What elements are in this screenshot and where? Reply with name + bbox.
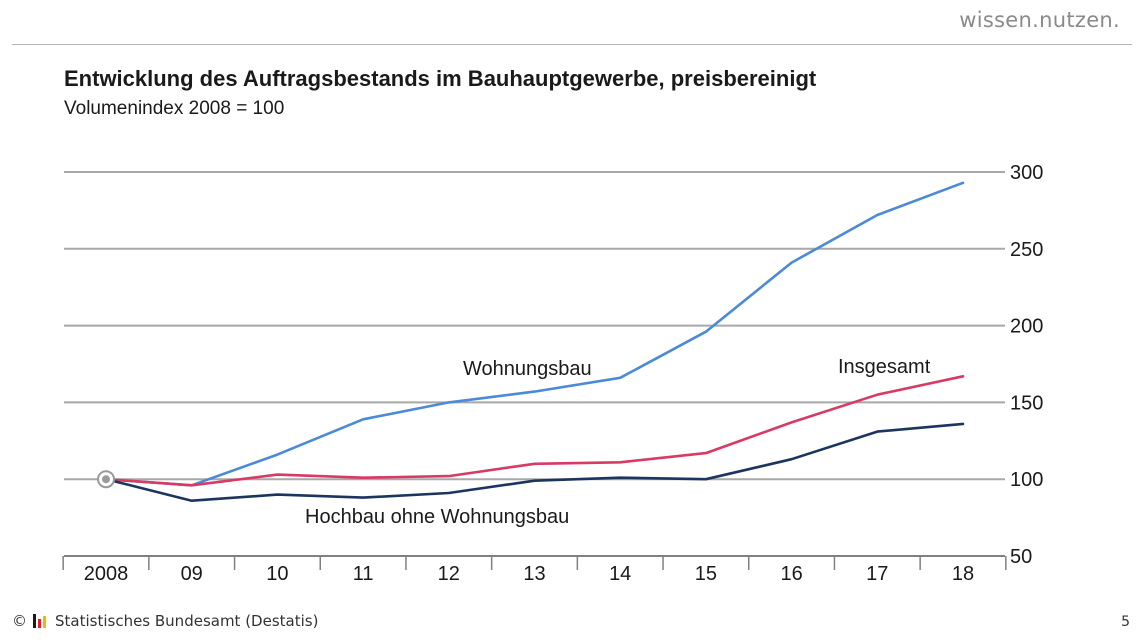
x-tick-label: 10 (266, 563, 288, 585)
series-label: Hochbau ohne Wohnungsbau (305, 506, 569, 528)
x-tick-label: 15 (695, 563, 717, 585)
y-tick-label: 200 (1010, 316, 1043, 338)
base-marker-dot (102, 475, 110, 484)
y-tick-label: 250 (1010, 239, 1043, 261)
series-line (104, 181, 965, 487)
y-tick-label: 150 (1010, 392, 1043, 414)
destatis-logo-icon (33, 614, 46, 628)
chart-subtitle: Volumenindex 2008 = 100 (64, 98, 285, 119)
header-divider (12, 44, 1132, 45)
source-credit: Statistisches Bundesamt (Destatis) (55, 612, 319, 630)
series-label: Insgesamt (838, 356, 931, 378)
y-tick-label: 100 (1010, 469, 1043, 491)
x-tick-label: 2008 (84, 563, 129, 585)
chart-title: Entwicklung des Auftragsbestands im Bauh… (64, 66, 817, 91)
x-tick-label: 16 (780, 563, 802, 585)
page-number: 5 (1121, 614, 1130, 630)
x-tick-label: 09 (181, 563, 203, 585)
series-line (104, 374, 965, 487)
y-tick-label: 300 (1010, 162, 1043, 184)
x-tick-label: 12 (438, 563, 460, 585)
x-tick-label: 18 (952, 563, 974, 585)
series-label: Wohnungsbau (463, 358, 592, 380)
series-line (104, 422, 965, 503)
copyright-symbol: © (12, 612, 27, 630)
x-tick-label: 14 (609, 563, 631, 585)
x-tick-label: 13 (523, 563, 545, 585)
footer: © Statistisches Bundesamt (Destatis) (12, 612, 318, 630)
x-tick-label: 17 (866, 563, 888, 585)
y-tick-label: 50 (1010, 546, 1032, 568)
brand-wordmark: wissen.nutzen. (959, 8, 1120, 32)
x-tick-label: 11 (353, 563, 374, 585)
